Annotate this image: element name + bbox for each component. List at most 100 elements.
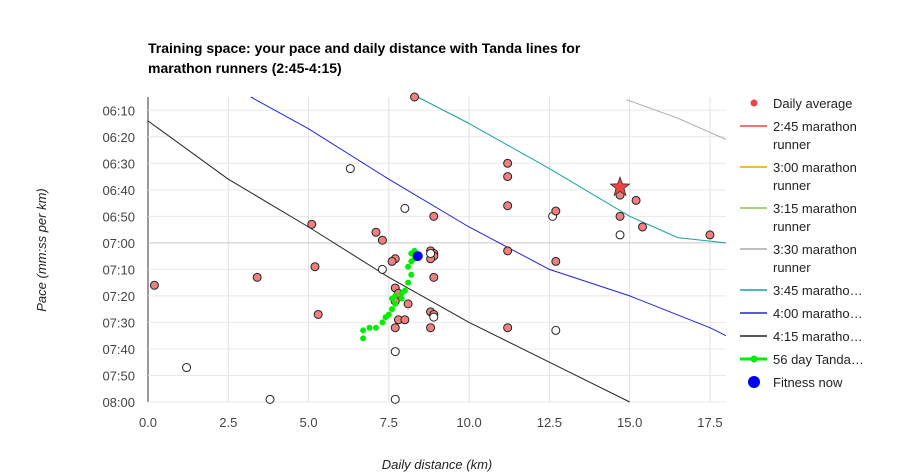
legend-dot-icon <box>750 355 758 363</box>
tanda-line <box>147 120 630 403</box>
daily-point <box>307 219 317 229</box>
daily-point <box>410 92 420 102</box>
daily-point <box>429 272 439 282</box>
x-tick-label: 7.5 <box>380 415 398 430</box>
legend-label: 2:45 marathon <box>773 119 857 134</box>
legend-label: Daily average <box>773 96 853 111</box>
tanda-point <box>398 295 405 302</box>
daily-point <box>615 211 625 221</box>
legend-label: 3:30 marathon <box>773 242 857 257</box>
x-tick-label: 5.0 <box>300 415 318 430</box>
x-tick-label: 0.0 <box>139 415 157 430</box>
legend-dot-icon <box>748 376 760 388</box>
y-tick-label: 07:40 <box>102 342 135 357</box>
legend-item[interactable]: 4:15 maratho… <box>740 329 863 344</box>
tanda-point <box>389 295 396 302</box>
legend-label-continued: runner <box>773 260 811 275</box>
daily-point <box>503 323 513 333</box>
legend-item[interactable]: 4:00 maratho… <box>740 306 863 321</box>
x-tick-label: 15.0 <box>617 415 642 430</box>
legend-label: 3:45 maratho… <box>773 283 863 298</box>
daily-point <box>551 325 561 335</box>
y-axis-title: Pace (mm:ss per km) <box>34 188 49 312</box>
legend-item[interactable]: 3:45 maratho… <box>740 283 863 298</box>
x-axis-ticks: 0.0 2.5 5.0 7.5 10.0 12.5 15.0 17.5 <box>139 415 723 430</box>
legend-item[interactable]: 56 day Tanda… <box>740 352 864 367</box>
daily-point <box>429 211 439 221</box>
daily-point <box>149 280 159 290</box>
tanda-point <box>385 311 392 318</box>
daily-point <box>390 347 400 357</box>
y-tick-label: 07:10 <box>102 262 135 277</box>
tanda-point <box>405 263 412 270</box>
x-tick-label: 17.5 <box>697 415 722 430</box>
daily-point <box>377 235 387 245</box>
daily-point <box>638 222 648 232</box>
x-tick-label: 10.0 <box>456 415 481 430</box>
y-axis-ticks: 06:10 06:20 06:30 06:40 06:50 07:00 07:10 07:20… <box>102 103 135 410</box>
x-tick-label: 12.5 <box>537 415 562 430</box>
tanda-line <box>417 96 727 244</box>
legend-label-continued: runner <box>773 219 811 234</box>
grid-lines <box>147 97 726 403</box>
legend-label: 4:15 maratho… <box>773 329 863 344</box>
tanda-point <box>408 271 415 278</box>
daily-point <box>390 323 400 333</box>
daily-point <box>426 248 436 258</box>
tanda-point <box>398 290 405 297</box>
daily-point <box>252 272 262 282</box>
legend-label: 4:00 maratho… <box>773 306 863 321</box>
daily-point <box>551 206 561 216</box>
tanda-point <box>360 335 367 342</box>
x-axis-title: Daily distance (km) <box>382 457 493 472</box>
legend-item[interactable]: 3:15 marathon runner <box>740 201 857 234</box>
y-tick-label: 08:00 <box>102 395 135 410</box>
best-day-star <box>609 176 631 197</box>
daily-point <box>403 299 413 309</box>
daily-point <box>503 172 513 182</box>
daily-point <box>377 264 387 274</box>
tanda-point <box>372 324 379 331</box>
y-tick-label: 06:30 <box>102 156 135 171</box>
tanda-56-day-points <box>360 247 423 342</box>
daily-point <box>551 256 561 266</box>
legend-label-continued: runner <box>773 137 811 152</box>
y-tick-label: 06:50 <box>102 209 135 224</box>
daily-point <box>426 323 436 333</box>
y-tick-label: 06:20 <box>102 130 135 145</box>
legend-item[interactable]: 2:45 marathon runner <box>740 119 857 152</box>
legend-label: 3:15 marathon <box>773 201 857 216</box>
daily-point <box>631 195 641 205</box>
daily-point <box>429 312 439 322</box>
legend-item[interactable]: Daily average <box>750 96 853 111</box>
daily-point <box>705 230 715 240</box>
legend-label-continued: runner <box>773 178 811 193</box>
legend-dot-icon <box>750 99 758 107</box>
tanda-point <box>389 306 396 313</box>
legend-label: 3:00 marathon <box>773 160 857 175</box>
y-tick-label: 07:20 <box>102 289 135 304</box>
legend-item[interactable]: 3:30 marathon runner <box>740 242 857 275</box>
x-tick-label: 2.5 <box>219 415 237 430</box>
legend-item[interactable]: Fitness now <box>748 375 843 390</box>
y-tick-label: 07:50 <box>102 368 135 383</box>
daily-point <box>182 363 192 373</box>
y-tick-label: 07:00 <box>102 236 135 251</box>
tanda-point <box>392 300 399 307</box>
legend-label: Fitness now <box>773 375 843 390</box>
tanda-point <box>366 324 373 331</box>
daily-point <box>345 164 355 174</box>
y-tick-label: 07:30 <box>102 315 135 330</box>
daily-point <box>503 246 513 256</box>
daily-point <box>503 201 513 211</box>
tanda-point <box>360 327 367 334</box>
legend-item[interactable]: 3:00 marathon runner <box>740 160 857 193</box>
daily-point <box>387 256 397 266</box>
daily-point <box>390 394 400 404</box>
daily-point <box>400 203 410 213</box>
chart-title: Training space: your pace and daily dist… <box>148 40 581 76</box>
daily-point <box>313 309 323 319</box>
daily-point <box>265 394 275 404</box>
fitness-now-point <box>412 251 423 262</box>
